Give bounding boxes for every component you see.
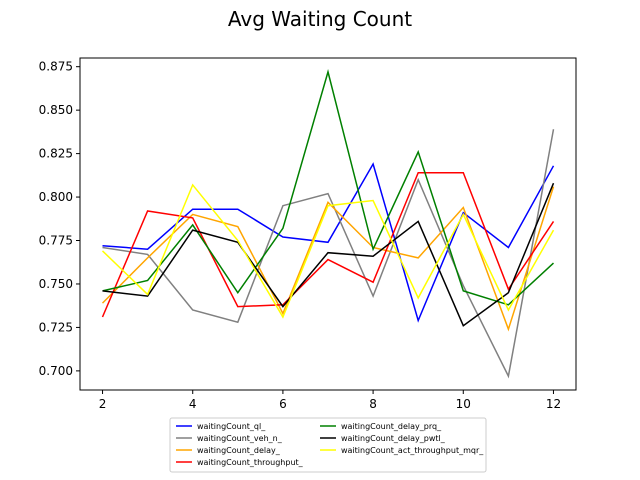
series-line-4: [102, 69, 555, 306]
legend: waitingCount_ql_waitingCount_veh_n_waiti…: [169, 417, 487, 473]
y-tick-label-1: 0.725: [39, 320, 73, 334]
legend-label-3: waitingCount_throughput_: [197, 458, 304, 467]
x-tick-label-2: 6: [279, 397, 287, 411]
y-axis: 0.700 0.725 0.750 0.775 0.800 0.825 0.850 0.875: [39, 60, 80, 378]
legend-label-1: waitingCount_veh_n_: [197, 434, 283, 443]
x-tick-label-1: 4: [189, 397, 197, 411]
legend-label-2: waitingCount_delay_: [197, 446, 281, 455]
x-tick-label-0: 2: [99, 397, 107, 411]
legend-label-5: waitingCount_delay_pwtl_: [341, 434, 446, 443]
y-tick-label-4: 0.800: [39, 190, 73, 204]
legend-label-6: waitingCount_act_throughput_mqr_: [341, 446, 484, 455]
y-tick-label-7: 0.875: [39, 60, 73, 74]
y-tick-label-5: 0.825: [39, 147, 73, 161]
series-line-2: [101, 186, 555, 332]
y-tick-label-0: 0.700: [39, 364, 73, 378]
legend-label-0: waitingCount_ql_: [197, 422, 266, 431]
legend-label-4: waitingCount_delay_prq_: [341, 422, 442, 431]
plot-lines: [101, 69, 555, 379]
series-line-5: [102, 182, 555, 327]
x-tick-label-4: 10: [456, 397, 471, 411]
series-line-3: [101, 171, 555, 318]
series-line-6: [101, 183, 555, 319]
x-tick-label-3: 8: [369, 397, 377, 411]
plot-frame: [79, 57, 577, 391]
y-tick-label-3: 0.775: [39, 234, 73, 248]
y-tick-label-2: 0.750: [39, 277, 73, 291]
series-line-1: [102, 129, 555, 379]
x-tick-label-5: 12: [546, 397, 561, 411]
y-tick-label-6: 0.850: [39, 103, 73, 117]
chart-title: Avg Waiting Count: [228, 7, 412, 31]
x-axis: 2 4 6 8 10 12: [99, 390, 561, 411]
series-line-0: [102, 162, 555, 323]
legend-box: [169, 417, 487, 473]
